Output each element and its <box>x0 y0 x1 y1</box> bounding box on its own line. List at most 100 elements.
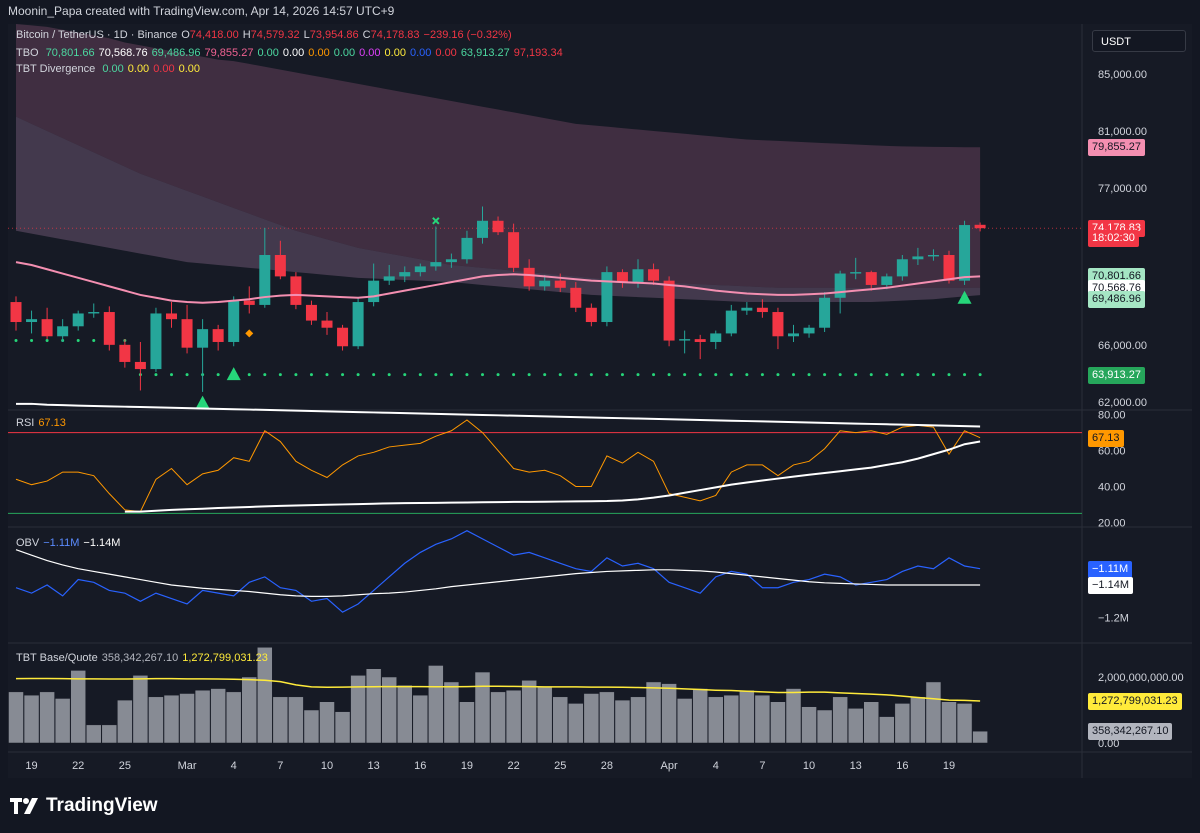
base-quote-bar <box>303 709 320 744</box>
candle-body <box>943 255 955 281</box>
candle-body <box>974 224 986 229</box>
base-quote-bar <box>132 675 149 744</box>
time-tick-label: 22 <box>507 760 519 772</box>
base-quote-bar <box>397 685 413 744</box>
obv-line <box>15 530 981 613</box>
base-quote-bar <box>692 688 708 744</box>
base-quote-bar <box>941 701 957 744</box>
base-quote-bar <box>832 696 848 744</box>
base-quote-bar <box>459 701 475 744</box>
close-label: C <box>362 29 371 41</box>
support-dot <box>729 373 733 377</box>
base-quote-bar <box>272 696 289 744</box>
tradingview-logo-icon <box>10 798 38 814</box>
price-tick-label: 66,000.00 <box>1098 340 1147 352</box>
candle-body <box>648 269 660 281</box>
base-quote-bar <box>428 665 444 744</box>
candle-body <box>445 259 457 263</box>
candle-body <box>570 287 582 308</box>
candle-body <box>414 266 426 273</box>
support-dot <box>14 339 18 343</box>
tradingview-logo[interactable]: TradingView <box>10 795 158 817</box>
support-dot <box>931 373 935 377</box>
candle-body <box>959 225 971 281</box>
high-label: H <box>242 29 251 41</box>
base-quote-bar <box>39 691 55 744</box>
candle-body <box>290 276 302 305</box>
support-dot <box>869 373 873 377</box>
candle-body <box>679 339 691 341</box>
obv-ma-line <box>15 549 981 597</box>
price-tag: 63,913.27 <box>1088 366 1145 384</box>
base-quote-bar <box>70 670 86 744</box>
support-dot <box>620 373 624 377</box>
base-quote-bar <box>241 676 257 744</box>
support-dot <box>636 373 640 377</box>
candle-body <box>461 237 473 260</box>
support-dot <box>278 373 282 377</box>
base-quote-bar <box>23 694 40 744</box>
rsi-tick-label: 60.00 <box>1098 446 1126 458</box>
support-dot <box>185 373 189 377</box>
base-quote-bar <box>754 694 771 744</box>
candle-body <box>788 333 799 337</box>
base-quote-bar <box>847 708 864 744</box>
candle-body <box>119 344 131 362</box>
support-dot <box>465 373 469 377</box>
candle-body <box>243 300 255 305</box>
base-quote-value-2: 1,272,799,031.23 <box>182 652 268 664</box>
tbo-cloud-upper <box>16 24 981 288</box>
currency-button[interactable]: USDT <box>1092 30 1186 52</box>
support-dot <box>683 373 687 377</box>
tbo-value-8: 0.00 <box>359 47 381 59</box>
buy-signal-triangle <box>957 290 972 304</box>
time-tick-label: 16 <box>896 760 908 772</box>
base-quote-bar <box>257 647 273 744</box>
support-dot <box>527 373 531 377</box>
support-dot <box>512 373 516 377</box>
support-dot <box>216 373 220 377</box>
candle-body <box>772 312 784 337</box>
tbo-value-3: 79,855.27 <box>204 47 254 59</box>
bq2-tag: 358,342,267.10 <box>1088 723 1173 741</box>
tbo-value-12: 63,913.27 <box>460 47 510 59</box>
support-dot <box>294 373 298 377</box>
tbo-value-10: 0.00 <box>409 47 432 59</box>
obv-tick-label: −1.2M <box>1098 613 1129 625</box>
support-dot <box>900 373 904 377</box>
candle-body <box>834 273 846 298</box>
support-dot <box>916 373 920 377</box>
base-quote-bar <box>443 681 460 744</box>
obv-legend: OBV −1.11M −1.14M <box>16 537 124 549</box>
brand-name: TradingView <box>46 795 158 816</box>
time-tick-label: 19 <box>461 760 473 772</box>
base-quote-bar <box>536 686 553 744</box>
time-tick-label: Mar <box>178 760 197 772</box>
price-tag: 69,486.96 <box>1088 291 1145 309</box>
base-quote-tick-label: 2,000,000,000.00 <box>1098 672 1184 684</box>
support-dot <box>418 373 422 377</box>
open-label: O <box>181 29 190 41</box>
tbo-name: TBO <box>16 47 39 59</box>
rsi-ma-line <box>16 402 981 428</box>
support-dot <box>589 373 593 377</box>
candle-body <box>399 272 411 277</box>
base-quote-bar <box>630 696 646 744</box>
price-tick-label: 85,000.00 <box>1098 69 1147 81</box>
time-tick-label: 13 <box>850 760 862 772</box>
rsi-tag: 67.13 <box>1088 429 1124 447</box>
chart-frame: 62,000.00 66,000.00 77,000.00 81,000.00 85,0… <box>8 24 1192 778</box>
divergence-value-2: 0.00 <box>153 63 175 75</box>
support-dot <box>403 373 407 377</box>
base-quote-bar <box>8 691 24 744</box>
high-value: 74,579.32 <box>250 29 300 41</box>
support-dot <box>947 373 951 377</box>
support-dot <box>978 373 982 377</box>
price-tag: 79,855.27 <box>1088 139 1145 157</box>
base-quote-bar <box>474 671 491 744</box>
base-quote-bar <box>210 688 226 744</box>
low-value: 73,954.86 <box>309 29 359 41</box>
base-quote-bar <box>583 693 600 744</box>
rsi-line <box>15 419 981 513</box>
tbo-cloud-lower <box>16 116 981 303</box>
